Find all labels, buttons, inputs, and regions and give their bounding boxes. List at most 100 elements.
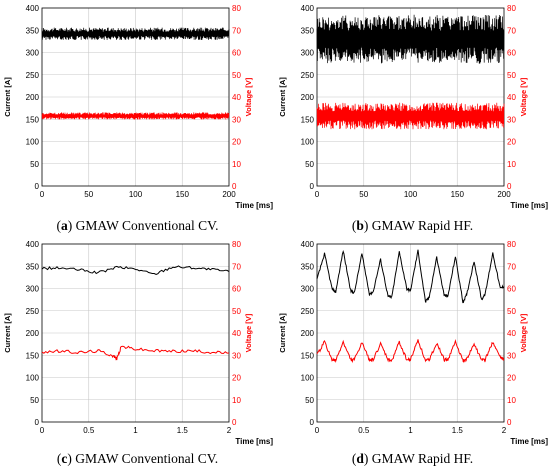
current-series-line	[316, 249, 505, 304]
y2-tick-label: 30	[232, 115, 241, 124]
y-tick-label: 400	[301, 4, 315, 13]
y2-tick-label: 70	[232, 26, 241, 35]
y-tick-label: 150	[26, 351, 40, 360]
y-tick-label: 300	[301, 285, 315, 294]
y2-tick-label: 30	[507, 115, 516, 124]
y-tick-label: 200	[26, 329, 40, 338]
x-tick-label: 1.5	[452, 426, 464, 435]
y2-tick-label: 50	[232, 71, 241, 80]
y-tick-label: 0	[35, 182, 40, 191]
x-tick-label: 150	[451, 190, 465, 199]
y2-tick-label: 50	[507, 307, 516, 316]
y-tick-label: 0	[35, 418, 40, 427]
x-tick-label: 0	[315, 190, 320, 199]
voltage-series-line	[41, 112, 230, 120]
voltage-series-line	[41, 345, 230, 361]
y-tick-label: 50	[305, 160, 314, 169]
x-tick-label: 100	[404, 190, 418, 199]
x-tick-label: 2	[227, 426, 232, 435]
chart-b: 0 50 100 150 200 250 300 350 400 0 10 20 30 40 50 60 70 8…	[278, 4, 548, 210]
x-tick-label: 200	[222, 190, 236, 199]
y-tick-label: 50	[30, 396, 39, 405]
x-tick-label: 1.5	[177, 426, 189, 435]
y2-tick-label: 60	[507, 49, 516, 58]
y-tick-label: 150	[301, 115, 315, 124]
y2-tick-label: 80	[232, 4, 241, 13]
y-tick-label: 150	[26, 115, 40, 124]
plot-area-frame	[41, 7, 230, 187]
y2-tick-label: 30	[232, 351, 241, 360]
y-tick-label: 250	[26, 71, 40, 80]
y2-tick-label: 50	[232, 307, 241, 316]
y2-tick-label: 80	[507, 240, 516, 249]
plot-area-frame	[41, 243, 230, 423]
x-axis-label: Time [ms]	[235, 201, 273, 210]
x-tick-label: 1	[408, 426, 413, 435]
y-tick-label: 350	[26, 26, 40, 35]
caption-a: (a) GMAW Conventional CV.	[56, 218, 219, 233]
y2-tick-label: 20	[507, 138, 516, 147]
y-tick-label: 400	[301, 240, 315, 249]
y-tick-label: 50	[30, 160, 39, 169]
chart-panel-b: 0 50 100 150 200 250 300 350 400 0 10 20 30 40 50 60 70 8…	[275, 0, 550, 236]
y2-tick-label: 10	[507, 160, 516, 169]
voltage-series-line	[316, 339, 505, 364]
y2-tick-label: 20	[507, 374, 516, 383]
x-tick-label: 0.5	[358, 426, 370, 435]
plot-area-frame	[316, 243, 505, 423]
x-tick-label: 0	[315, 426, 320, 435]
current-series-line	[316, 14, 505, 64]
x-tick-label: 0	[40, 190, 45, 199]
y-tick-label: 200	[301, 329, 315, 338]
y2-tick-label: 60	[232, 49, 241, 58]
y-tick-label: 0	[310, 182, 315, 191]
chart-d: 0501001502002503003504000102030405060708…	[278, 240, 548, 446]
chart-panel-d: 0 50 100 150 200 250 300 350 400 0 10 20 30 40 50 60 70 8…	[275, 236, 550, 472]
y2-tick-label: 10	[232, 160, 241, 169]
x-axis-label: Time [ms]	[510, 437, 548, 446]
y2-tick-label: 60	[232, 285, 241, 294]
y2-tick-label: 20	[232, 374, 241, 383]
y-tick-label: 50	[305, 396, 314, 405]
chart-panel-c: 0 50 100 150 200 250 300 350 400 0 10 20 30 40 50 60 70 8…	[0, 236, 275, 472]
x-tick-label: 50	[84, 190, 93, 199]
x-tick-label: 50	[359, 190, 368, 199]
y-tick-label: 350	[301, 262, 315, 271]
y2-axis-label: Voltage [V]	[519, 77, 528, 116]
y2-tick-label: 80	[232, 240, 241, 249]
x-tick-label: 0.5	[83, 426, 95, 435]
y2-axis-label: Voltage [V]	[244, 313, 253, 352]
y-axis-label: Current [A]	[278, 77, 287, 117]
x-tick-label: 1	[133, 426, 138, 435]
chart-panel-a: 0 50 100 150 200 250 300 350 400 0 10 20 30 40 50 60 70 8…	[0, 0, 275, 236]
caption-c: (c) GMAW Conventional CV.	[56, 451, 219, 466]
y-tick-label: 200	[301, 93, 315, 102]
current-series-line	[41, 265, 230, 276]
y2-tick-label: 0	[232, 418, 237, 427]
x-axis-label: Time [ms]	[510, 201, 548, 210]
y2-tick-label: 80	[507, 4, 516, 13]
y-tick-label: 300	[301, 49, 315, 58]
plot-area-frame	[316, 7, 505, 187]
y-tick-label: 350	[301, 26, 315, 35]
x-tick-label: 100	[129, 190, 143, 199]
y-tick-label: 250	[26, 307, 40, 316]
y-tick-label: 250	[301, 71, 315, 80]
y-axis-label: Current [A]	[3, 77, 12, 117]
x-tick-label: 150	[176, 190, 190, 199]
y-tick-label: 300	[26, 49, 40, 58]
y2-tick-label: 40	[232, 93, 241, 102]
y2-axis-label: Voltage [V]	[244, 77, 253, 116]
caption-d: (d) GMAW Rapid HF.	[351, 451, 474, 466]
y2-tick-label: 10	[232, 396, 241, 405]
y2-tick-label: 70	[507, 262, 516, 271]
y-tick-label: 0	[310, 418, 315, 427]
x-tick-label: 200	[497, 190, 511, 199]
y-tick-label: 200	[26, 93, 40, 102]
y-tick-label: 100	[301, 138, 315, 147]
y2-tick-label: 60	[507, 285, 516, 294]
y2-tick-label: 0	[507, 418, 512, 427]
y-tick-label: 250	[301, 307, 315, 316]
voltage-series-line	[316, 102, 505, 130]
y-tick-label: 400	[26, 240, 40, 249]
